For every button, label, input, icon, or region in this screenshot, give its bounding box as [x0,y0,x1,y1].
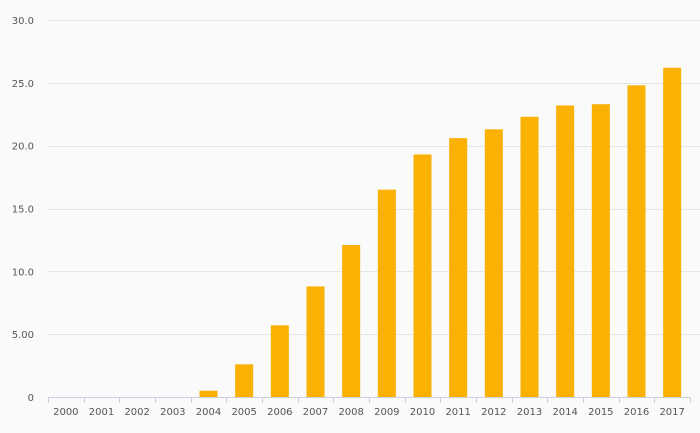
x-axis [48,397,691,403]
y-tick-label: 10.0 [12,267,34,278]
x-tick-label: 2010 [410,407,435,418]
x-tick-label: 2008 [338,407,363,418]
bar-2005 [235,364,254,397]
x-tick-label: 2011 [445,407,470,418]
bar-2013 [520,116,539,397]
x-tick-label: 2001 [89,407,114,418]
x-tick-label: 2003 [160,407,185,418]
bar-2004 [199,390,218,397]
x-tick-label: 2017 [659,407,684,418]
x-tick-label: 2014 [552,407,577,418]
bar-2015 [591,104,610,398]
x-tick-label: 2012 [481,407,506,418]
bar-2006 [270,325,289,397]
x-tick-label: 2009 [374,407,399,418]
gridlines [48,20,700,335]
bar-2011 [449,138,468,398]
bar-2017 [663,67,682,398]
x-tick-label: 2015 [588,407,613,418]
y-tick-label: 25.0 [12,79,34,90]
bar-2014 [556,105,575,397]
y-tick-label: 0 [28,393,34,404]
y-tick-label: 30.0 [12,16,34,27]
x-tick-label: 2007 [303,407,328,418]
bar-2009 [377,189,396,397]
x-tick-label: 2006 [267,407,292,418]
x-tick-label: 2000 [53,407,78,418]
x-tick-label: 2004 [196,407,221,418]
x-tick-label: 2013 [517,407,542,418]
y-tick-label: 5.00 [12,330,34,341]
bars [199,67,682,398]
bar-2008 [342,244,361,397]
bar-2012 [484,129,503,397]
x-tick-label: 2016 [624,407,649,418]
x-tick-label: 2002 [124,407,149,418]
y-tick-label: 20.0 [12,142,34,153]
x-axis-ticks: 2000 2001 2002 2003 2004 2005 2006 2007 2008 2009… [53,407,685,418]
y-axis-ticks: 0 5.00 10.0 15.0 20.0 25.0 30.0 [12,16,34,404]
x-tick-label: 2005 [231,407,256,418]
y-tick-label: 15.0 [12,205,34,216]
bar-2010 [413,154,432,397]
bar-2016 [627,85,646,397]
bar-2007 [306,286,325,397]
